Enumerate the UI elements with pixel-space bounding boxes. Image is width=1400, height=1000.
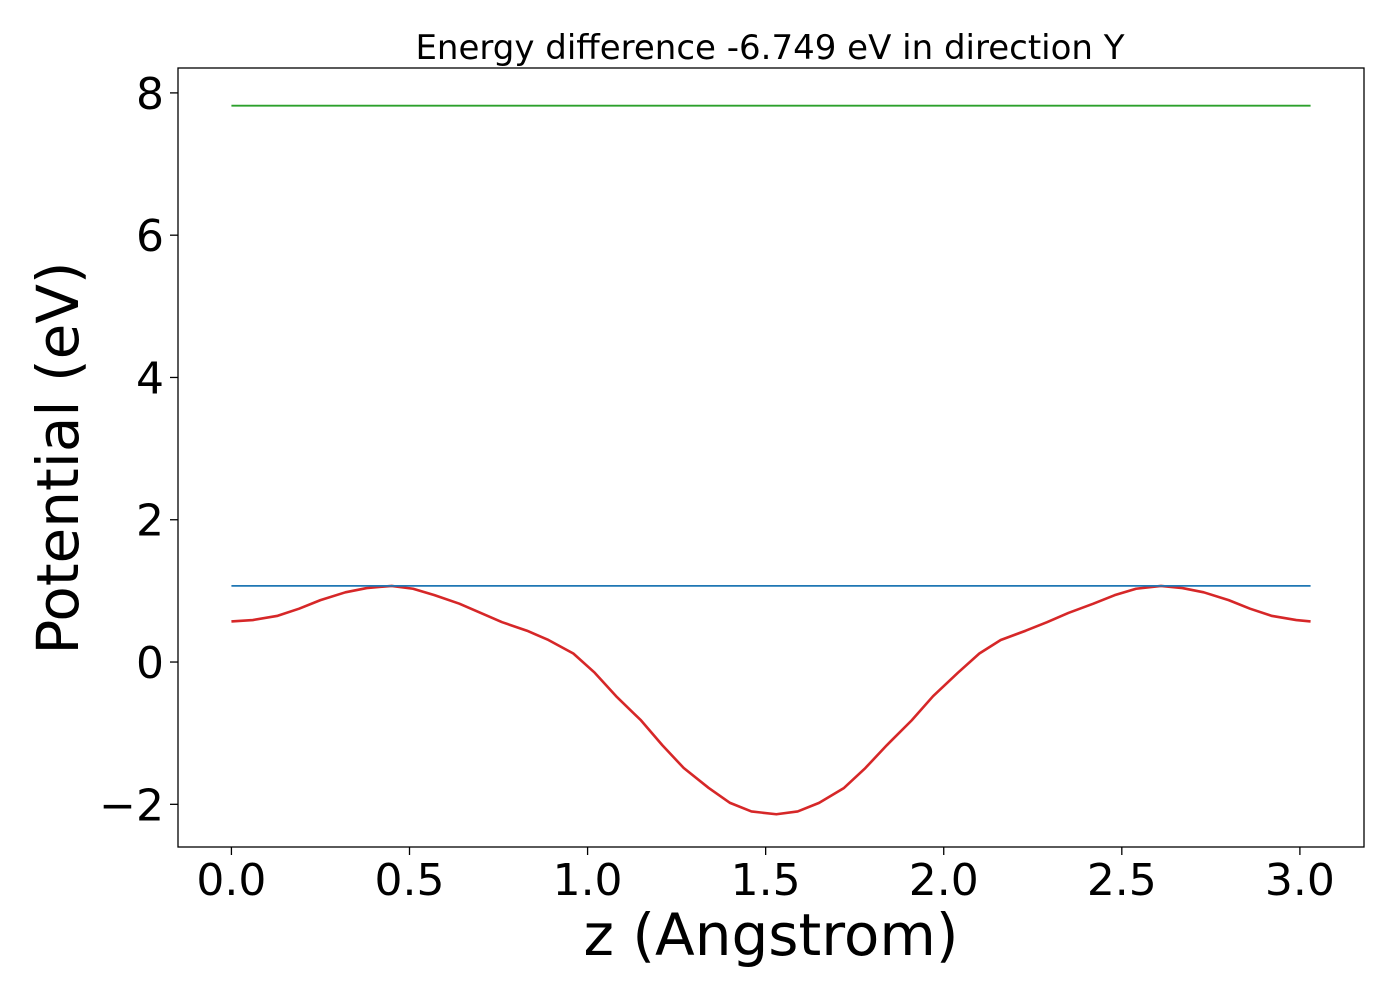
x-tick-label: 0.0 [196, 855, 266, 906]
x-tick-label: 2.5 [1087, 855, 1157, 906]
x-tick-label: 1.0 [553, 855, 623, 906]
y-tick-label: 6 [136, 211, 164, 262]
chart-title: Energy difference -6.749 eV in direction… [415, 28, 1124, 68]
plot-frame [177, 67, 1365, 848]
y-axis: −2 0 2 4 6 8 [99, 69, 178, 831]
x-tick-label: 3.0 [1265, 855, 1335, 906]
y-tick-label: 2 [136, 496, 164, 547]
y-tick-label: 8 [136, 69, 164, 120]
x-tick-label: 1.5 [731, 855, 801, 906]
series-line-0 [231, 584, 1311, 816]
x-tick-label: 2.0 [909, 855, 979, 906]
x-axis: 0.0 0.5 1.0 1.5 2.0 2.5 3.0 [196, 847, 1335, 906]
x-axis-label: z (Angstrom) [584, 901, 959, 969]
y-tick-label: −2 [99, 780, 164, 831]
series-layer [231, 104, 1311, 816]
y-tick-label: 4 [136, 353, 164, 404]
y-tick-label: 0 [136, 638, 164, 689]
x-tick-label: 0.5 [375, 855, 445, 906]
y-axis-label: Potential (eV) [24, 261, 92, 654]
